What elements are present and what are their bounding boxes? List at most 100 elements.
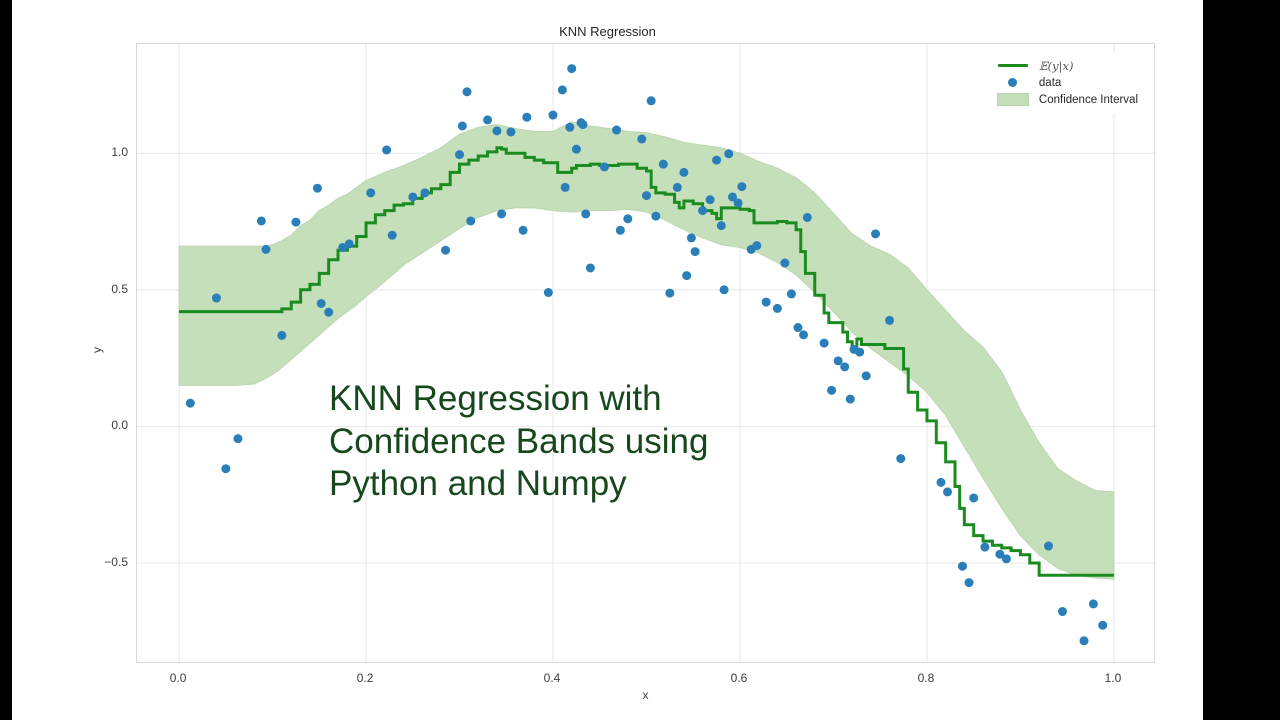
data-point: [646, 96, 656, 106]
data-point: [1079, 636, 1089, 646]
data-point: [560, 182, 570, 192]
data-point: [752, 241, 762, 251]
data-point: [615, 225, 625, 235]
legend: 𝔼(y|x) data Confidence Interval: [987, 52, 1146, 114]
data-point: [565, 122, 575, 132]
x-axis-label: x: [642, 688, 649, 702]
data-point: [506, 127, 516, 137]
data-point: [277, 330, 287, 340]
data-point: [682, 271, 692, 281]
data-point: [387, 230, 397, 240]
data-point: [623, 214, 633, 224]
dot-swatch-icon: [996, 77, 1030, 89]
page-title: KNN Regression: [559, 24, 656, 39]
data-point: [793, 323, 803, 333]
data-point: [651, 211, 661, 221]
data-point: [221, 464, 231, 474]
overlay-caption-line: Confidence Bands using: [329, 421, 709, 461]
data-point: [543, 288, 553, 298]
band-swatch-icon: [996, 93, 1030, 106]
data-point: [312, 183, 322, 193]
x-tick-label: 0.8: [917, 671, 935, 685]
data-point: [936, 477, 946, 487]
y-tick-label: 0.0: [111, 418, 128, 433]
data-point: [1088, 599, 1098, 609]
data-point: [455, 150, 465, 160]
data-point: [492, 126, 502, 136]
data-point: [665, 288, 675, 298]
confidence-band: [178, 121, 1115, 580]
data-point: [969, 493, 979, 503]
y-tick-label: −0.5: [104, 554, 128, 569]
plot-axes: 𝔼(y|x) data Confidence Interval: [136, 43, 1156, 664]
line-swatch-icon: [996, 60, 1030, 72]
data-point: [637, 134, 647, 144]
x-tick-label: 0.0: [169, 671, 187, 685]
data-point: [261, 244, 271, 254]
data-point: [786, 289, 796, 299]
data-point: [719, 285, 729, 295]
figure-canvas: KNN Regression 𝔼(y|x) data: [12, 0, 1203, 720]
data-point: [612, 125, 622, 135]
data-point: [780, 258, 790, 268]
overlay-caption-line: KNN Regression with: [329, 379, 662, 418]
data-point: [855, 347, 865, 357]
data-point: [642, 191, 651, 201]
data-point: [995, 549, 1005, 559]
data-point: [845, 394, 855, 404]
data-point: [548, 110, 558, 120]
data-point: [819, 338, 829, 348]
data-point: [599, 162, 609, 172]
data-point: [833, 356, 843, 366]
data-point: [518, 225, 528, 235]
legend-item-confidence: Confidence Interval: [996, 91, 1138, 108]
data-point: [483, 115, 493, 125]
data-point: [420, 188, 430, 198]
data-point: [728, 192, 738, 202]
data-point: [581, 209, 591, 219]
data-point: [1001, 554, 1011, 564]
data-point: [233, 434, 243, 444]
legend-item-data: data: [996, 74, 1138, 91]
data-point: [211, 293, 221, 303]
overlay-caption: KNN Regression with Confidence Bands usin…: [329, 378, 799, 506]
data-point: [291, 217, 301, 227]
legend-label-data: data: [1038, 76, 1062, 89]
data-point: [840, 362, 850, 372]
data-point: [1043, 541, 1053, 551]
data-points: [185, 64, 1108, 646]
data-point: [772, 303, 782, 313]
chart-svg: [137, 44, 1156, 664]
data-point: [462, 87, 472, 97]
data-point: [690, 247, 700, 257]
data-point: [716, 221, 726, 231]
overlay-caption-line: Python and Numpy: [329, 464, 627, 504]
data-point: [441, 245, 450, 255]
data-point: [964, 578, 974, 588]
data-point: [724, 149, 734, 159]
regression-line: [179, 146, 1114, 577]
data-point: [679, 167, 689, 177]
data-point: [980, 542, 990, 552]
data-point: [316, 298, 326, 308]
x-tick-label: 0.4: [543, 671, 561, 685]
data-point: [943, 487, 953, 497]
data-point: [896, 454, 906, 464]
data-point: [698, 206, 708, 216]
data-point: [457, 121, 467, 131]
data-point: [585, 263, 595, 273]
data-point: [557, 85, 567, 95]
data-point: [408, 192, 418, 202]
data-point: [802, 212, 812, 222]
legend-label-confidence: Confidence Interval: [1038, 93, 1138, 106]
data-point: [885, 315, 895, 325]
data-point: [571, 144, 581, 154]
legend-item-expectation: 𝔼(y|x): [996, 57, 1138, 74]
data-point: [382, 145, 392, 155]
data-point: [366, 188, 376, 198]
data-point: [712, 155, 722, 165]
data-point: [861, 371, 871, 381]
data-point: [1058, 607, 1068, 617]
data-point: [761, 297, 771, 307]
